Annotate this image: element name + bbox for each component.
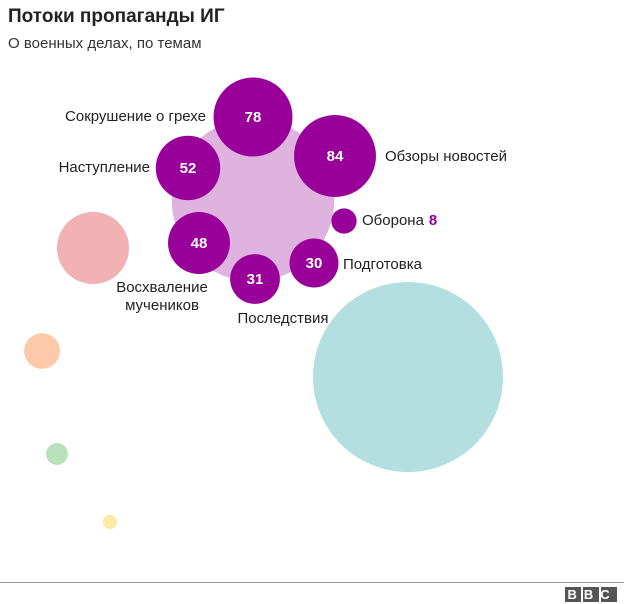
bubble [230, 254, 280, 304]
value-label: 52 [180, 160, 197, 177]
bubble [331, 208, 357, 234]
value-label: 84 [327, 148, 344, 165]
logo: BBC [565, 587, 617, 602]
bubble [168, 212, 230, 274]
chart-title: Потоки пропаганды ИГ [8, 6, 225, 27]
logo-box [601, 587, 617, 602]
category-label: Оборона [362, 212, 425, 229]
value-label: 8 [429, 212, 437, 229]
logo-box [583, 587, 599, 602]
other-bubble [24, 333, 60, 369]
bubble [155, 135, 221, 201]
other-bubble [102, 514, 118, 530]
category-label: Последствия [238, 310, 329, 327]
logo-text: BBC [568, 587, 617, 602]
logo-box [565, 587, 581, 602]
category-label: Обзоры новостей [385, 148, 507, 165]
value-label: 48 [191, 235, 208, 252]
chart-subtitle: О военных делах, по темам [8, 35, 202, 52]
other-bubble [312, 281, 504, 473]
bubbles: Сокрушение о грехе 78 Обзоры новостей 84 Нас… [24, 77, 507, 530]
bubble [289, 238, 339, 288]
value-label: 31 [247, 271, 264, 288]
bubble [213, 77, 293, 157]
other-bubble [46, 443, 68, 465]
bubble [294, 115, 376, 197]
category-label: Сокрушение о грехе [65, 108, 206, 125]
category-label: Наступление [59, 159, 150, 176]
value-label: 30 [306, 255, 323, 272]
category-label: Подготовка [343, 256, 423, 273]
other-bubble [56, 211, 130, 285]
category-label: Восхваление мучеников [116, 279, 208, 314]
value-label: 78 [245, 109, 262, 126]
